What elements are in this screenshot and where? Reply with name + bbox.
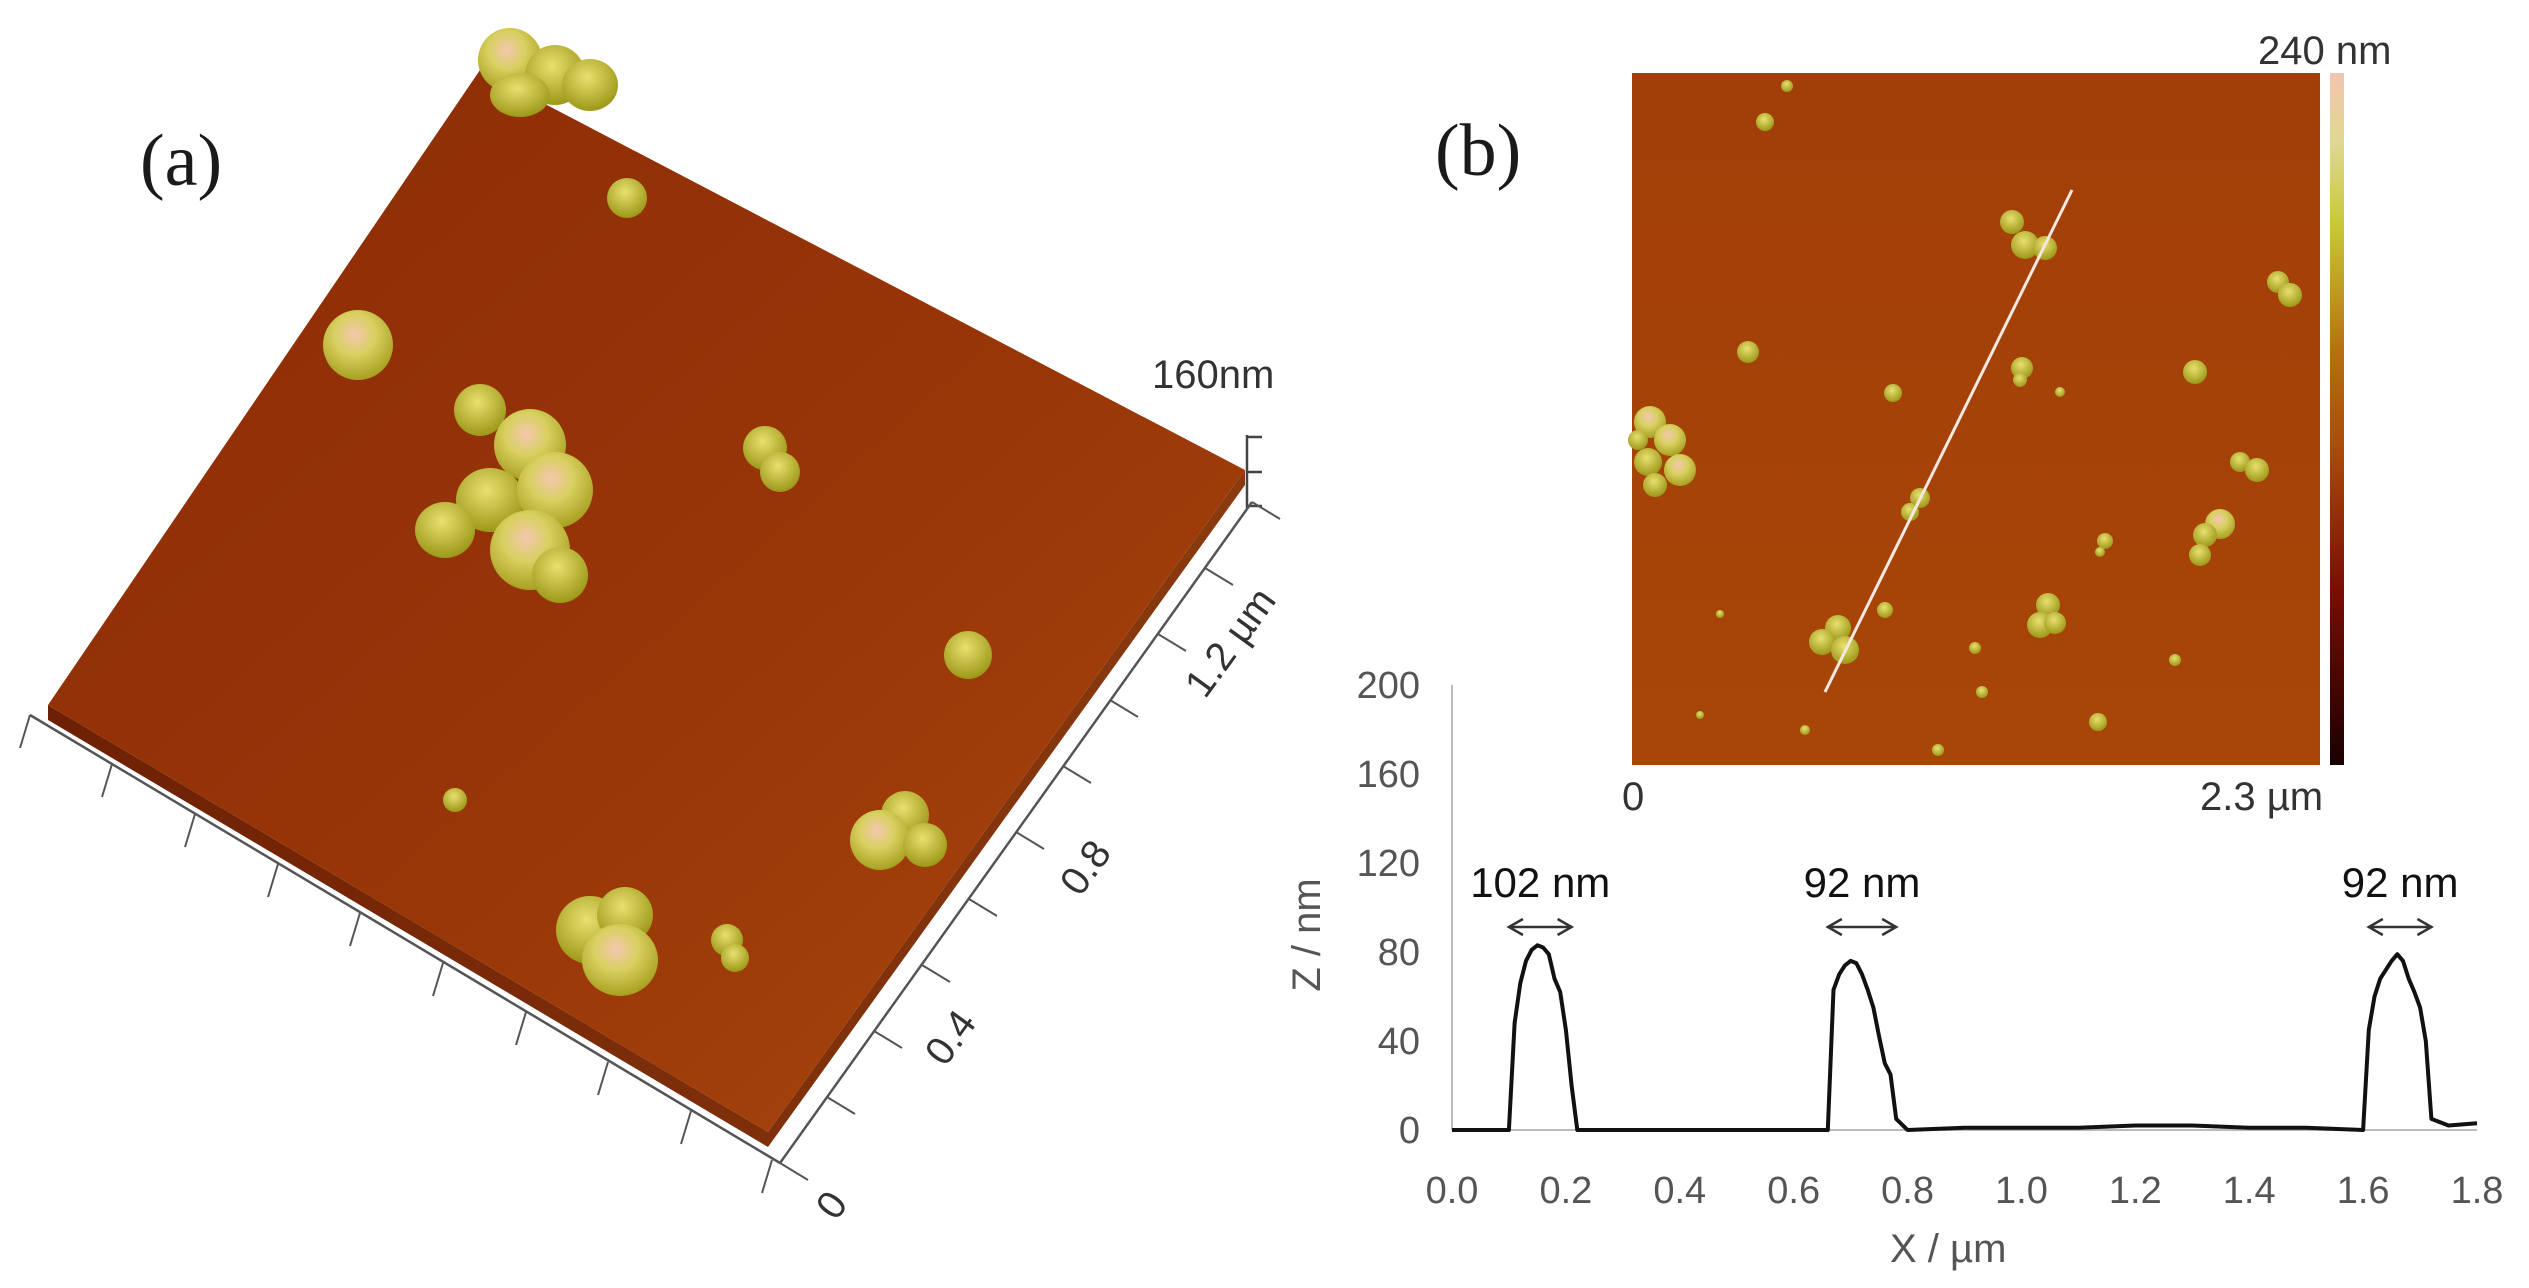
a-tick-1.2: 1.2 µm bbox=[1177, 580, 1285, 705]
annotation-label: 92 nm bbox=[1804, 859, 1921, 906]
arrowhead-left bbox=[2366, 917, 2384, 937]
arrowhead-right bbox=[1881, 917, 1899, 937]
particle bbox=[323, 310, 393, 380]
x-tick-label: 0.2 bbox=[1539, 1170, 1592, 1212]
x-tick-label: 1.6 bbox=[2337, 1170, 2390, 1212]
profile-cut-line bbox=[1823, 189, 2074, 693]
y-tick-label: 200 bbox=[1357, 665, 1420, 707]
annotation-label: 92 nm bbox=[2342, 859, 2459, 906]
panel-b: (b) bbox=[1435, 29, 2391, 819]
arrowhead-left bbox=[1506, 917, 1524, 937]
a-tick-0.4: 0.4 bbox=[917, 1002, 985, 1073]
y-tick-label: 0 bbox=[1399, 1110, 1420, 1152]
particle-cluster-bottom bbox=[556, 887, 658, 996]
colorbar bbox=[2330, 73, 2344, 765]
x-tick-label: 0.6 bbox=[1767, 1170, 1820, 1212]
map-x-min-label: 0 bbox=[1622, 775, 1644, 819]
x-tick-label: 1.8 bbox=[2451, 1170, 2504, 1212]
particle bbox=[607, 178, 647, 218]
x-tick-label: 0.8 bbox=[1881, 1170, 1934, 1212]
profile-line bbox=[1452, 943, 2478, 1132]
x-tick-label: 0.0 bbox=[1426, 1170, 1479, 1212]
width-annotation: 92 nm bbox=[1804, 859, 1921, 937]
y-tick-label: 40 bbox=[1378, 1021, 1420, 1063]
colorbar-max-label: 240 nm bbox=[2258, 29, 2391, 73]
y-tick-label: 160 bbox=[1357, 754, 1420, 796]
width-annotation: 92 nm bbox=[2342, 859, 2459, 937]
width-annotation: 102 nm bbox=[1470, 859, 1610, 937]
panel-a-label: (a) bbox=[140, 120, 222, 202]
a-tick-0.8: 0.8 bbox=[1052, 832, 1120, 903]
particle-small-pair bbox=[711, 924, 749, 972]
particle-cluster-top bbox=[478, 28, 618, 117]
y-axis-title: Z / nm bbox=[1285, 878, 1329, 991]
x-tick-label: 1.4 bbox=[2223, 1170, 2276, 1212]
afm-height-map bbox=[1632, 73, 2320, 765]
particles-3d bbox=[323, 28, 992, 996]
a-x-axis bbox=[19, 713, 781, 1194]
particle-cluster-center bbox=[415, 384, 593, 603]
y-tick-label: 120 bbox=[1357, 843, 1420, 885]
arrowhead-left bbox=[1825, 917, 1843, 937]
x-tick-label: 0.4 bbox=[1653, 1170, 1706, 1212]
particle bbox=[944, 631, 992, 679]
a-tick-0: 0 bbox=[808, 1183, 857, 1227]
panel-a: (a) bbox=[19, 28, 1285, 1227]
z-scale-label: 160nm bbox=[1152, 353, 1274, 397]
x-axis-title: X / µm bbox=[1890, 1227, 2006, 1271]
arrowhead-right bbox=[2416, 917, 2434, 937]
annotation-label: 102 nm bbox=[1470, 859, 1610, 906]
y-tick-label: 80 bbox=[1378, 932, 1420, 974]
panel-b-label: (b) bbox=[1435, 110, 1521, 192]
substrate-edge bbox=[48, 470, 1245, 1147]
particle-pair bbox=[743, 426, 800, 492]
arrowhead-right bbox=[1556, 917, 1575, 937]
x-tick-label: 1.2 bbox=[2109, 1170, 2162, 1212]
x-tick-label: 1.0 bbox=[1995, 1170, 2048, 1212]
particle bbox=[443, 788, 467, 812]
map-x-max-label: 2.3 µm bbox=[2200, 775, 2323, 819]
particle-cluster-right bbox=[850, 791, 947, 870]
height-profile-chart: 0.0 0.2 0.4 0.6 0.8 1.0 1.2 1.4 1.6 1.8 0 40 80 120 16… bbox=[1285, 665, 2503, 1271]
